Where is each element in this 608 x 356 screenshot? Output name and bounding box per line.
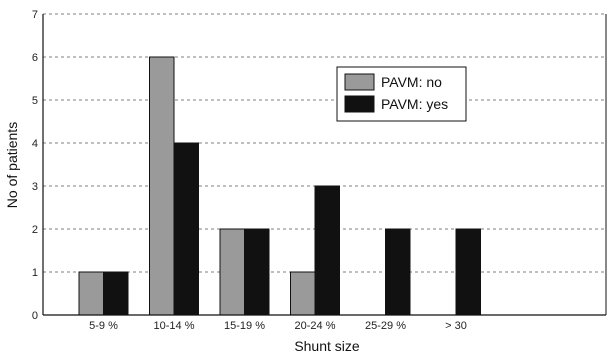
bar-pavm-yes: [455, 228, 481, 316]
y-tick-label: 3: [32, 181, 38, 193]
legend-swatch-pavm-yes: [344, 95, 375, 113]
y-tick-label: 2: [32, 224, 38, 236]
y-axis-label: No of patients: [4, 122, 20, 208]
bar-pavm-yes: [385, 228, 411, 316]
bar-pavm-yes: [173, 142, 199, 316]
bar-pavm-no: [78, 271, 104, 316]
x-tick-label: 20-24 %: [295, 320, 336, 332]
y-tick-label: 1: [32, 267, 38, 279]
gridlines: [43, 13, 606, 273]
x-axis-label: Shunt size: [294, 338, 360, 354]
x-tick-label: 25-29 %: [365, 320, 406, 332]
x-tick-label: 5-9 %: [89, 320, 118, 332]
bar-pavm-yes: [244, 228, 270, 316]
axes: [42, 14, 607, 316]
bars: [78, 56, 481, 316]
y-tick-label: 4: [32, 138, 38, 150]
legend-label-pavm-yes: PAVM: yes: [381, 96, 448, 112]
y-tick-label: 5: [32, 95, 38, 107]
bar-pavm-no: [149, 56, 175, 316]
y-tick-label: 6: [32, 52, 38, 64]
bar-pavm-yes: [103, 271, 129, 316]
x-tick-label: > 30: [445, 320, 467, 332]
legend-label-pavm-no: PAVM: no: [381, 74, 442, 90]
legend-swatch-pavm-no: [344, 73, 375, 91]
x-tick-label: 15-19 %: [224, 320, 265, 332]
y-tick-label: 0: [32, 310, 38, 322]
tick-labels: 0 1 2 3 4 5 6 7 5-9 % 10-14 % 15-19 % 20-24 % 25-29 …: [32, 9, 467, 332]
bar-pavm-no: [290, 271, 316, 316]
y-tick-label: 7: [32, 9, 38, 21]
bar-pavm-no: [219, 228, 245, 316]
bar-pavm-yes: [314, 185, 340, 316]
x-tick-label: 10-14 %: [154, 320, 195, 332]
legend: PAVM: no PAVM: yes: [336, 66, 467, 122]
